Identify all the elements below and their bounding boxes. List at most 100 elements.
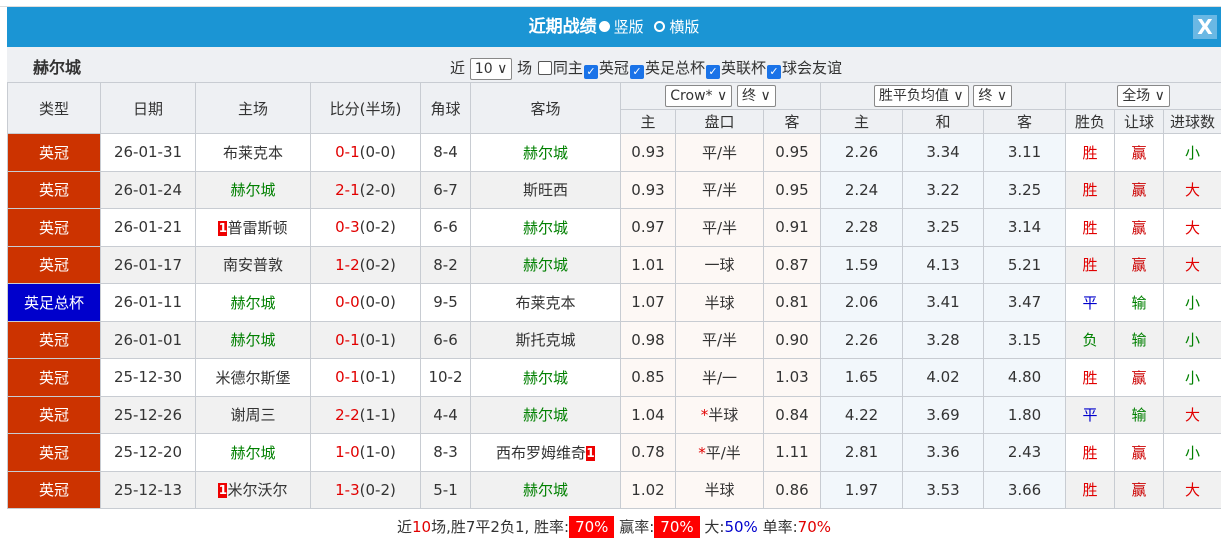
handicap: 平/半 <box>675 208 764 247</box>
away-team[interactable]: 赫尔城 <box>470 470 621 509</box>
away-team[interactable]: 布莱克本 <box>470 283 621 322</box>
match-table: 类型 日期 主场 比分(半场) 角球 客场 Crow* ∨ 终 ∨ 胜平负均值 … <box>7 82 1221 509</box>
away-team[interactable]: 赫尔城 <box>470 395 621 434</box>
away-team[interactable]: 斯旺西 <box>470 170 621 209</box>
euro-away-odds: 4.80 <box>983 358 1067 397</box>
table-row[interactable]: 英足总杯 26-01-11 赫尔城 0-0(0-0) 9-5 布莱克本 1.07… <box>7 283 1221 322</box>
subheader: 进球数 <box>1163 109 1221 134</box>
result: 胜 <box>1065 170 1116 209</box>
match-date: 26-01-11 <box>100 283 196 322</box>
away-team[interactable]: 赫尔城 <box>470 245 621 284</box>
home-team[interactable]: 赫尔城 <box>195 433 311 472</box>
score[interactable]: 2-1(2-0) <box>310 170 421 209</box>
filter-prefix: 近 <box>450 59 466 77</box>
score[interactable]: 0-3(0-2) <box>310 208 421 247</box>
asian-time-select[interactable]: 终 ∨ <box>737 85 776 107</box>
asian-away-odds: 0.86 <box>762 470 822 509</box>
table-row[interactable]: 英冠 26-01-17 南安普敦 1-2(0-2) 8-2 赫尔城 1.01 一… <box>7 245 1221 284</box>
table-row[interactable]: 英冠 25-12-13 1米尔沃尔 1-3(0-2) 5-1 赫尔城 1.02 … <box>7 470 1221 509</box>
close-button[interactable]: X <box>1193 15 1217 39</box>
league-checkbox[interactable]: ✓ <box>705 65 720 79</box>
away-team[interactable]: 赫尔城 <box>470 133 621 172</box>
corners: 10-2 <box>420 358 471 397</box>
score[interactable]: 0-1(0-1) <box>310 358 421 397</box>
col-away: 客场 <box>470 82 621 134</box>
home-team[interactable]: 南安普敦 <box>195 245 311 284</box>
score[interactable]: 0-1(0-0) <box>310 133 421 172</box>
match-type: 英冠 <box>7 133 101 172</box>
score[interactable]: 0-0(0-0) <box>310 283 421 322</box>
score[interactable]: 1-2(0-2) <box>310 245 421 284</box>
asian-home-odds: 1.07 <box>620 283 676 322</box>
handicap-result: 赢 <box>1114 358 1165 397</box>
home-team[interactable]: 1普雷斯顿 <box>195 208 311 247</box>
table-row[interactable]: 英冠 26-01-21 1普雷斯顿 0-3(0-2) 6-6 赫尔城 0.97 … <box>7 208 1221 247</box>
filter-suffix: 场 <box>517 59 533 77</box>
euro-draw-odds: 4.13 <box>902 245 985 284</box>
asian-home-odds: 0.98 <box>620 320 676 359</box>
match-date: 25-12-30 <box>100 358 196 397</box>
away-team[interactable]: 斯托克城 <box>470 320 621 359</box>
handicap: 平/半 <box>675 133 764 172</box>
red-card-badge: 1 <box>586 445 595 461</box>
score[interactable]: 1-3(0-2) <box>310 470 421 509</box>
euro-select[interactable]: 胜平负均值 ∨ <box>873 85 969 107</box>
home-team[interactable]: 谢周三 <box>195 395 311 434</box>
subheader: 盘口 <box>675 109 764 134</box>
league-label: 英足总杯 <box>644 59 705 77</box>
euro-time-select[interactable]: 终 ∨ <box>973 85 1013 107</box>
same-host-checkbox[interactable] <box>537 61 552 75</box>
away-team[interactable]: 西布罗姆维奇1 <box>470 433 621 472</box>
radio-vertical[interactable] <box>598 21 610 32</box>
euro-home-odds: 1.97 <box>820 470 904 509</box>
table-row[interactable]: 英冠 26-01-31 布莱克本 0-1(0-0) 8-4 赫尔城 0.93 平… <box>7 133 1221 172</box>
corners: 8-4 <box>420 133 471 172</box>
asian-home-odds: 0.93 <box>620 133 676 172</box>
league-label: 英冠 <box>598 59 629 77</box>
score[interactable]: 1-0(1-0) <box>310 433 421 472</box>
radio-horizontal[interactable] <box>654 21 666 32</box>
win-rate: 70% <box>569 516 615 538</box>
euro-draw-odds: 3.36 <box>902 433 985 472</box>
match-count-select[interactable]: 10 ∨ <box>469 57 513 80</box>
match-date: 26-01-31 <box>100 133 196 172</box>
home-team[interactable]: 布莱克本 <box>195 133 311 172</box>
table-row[interactable]: 英冠 25-12-26 谢周三 2-2(1-1) 4-4 赫尔城 1.04 *半… <box>7 395 1221 434</box>
away-team[interactable]: 赫尔城 <box>470 358 621 397</box>
red-card-badge: 1 <box>218 220 228 236</box>
match-type: 英冠 <box>7 433 101 472</box>
team-name: 赫尔城 <box>33 58 82 77</box>
home-team[interactable]: 赫尔城 <box>195 283 311 322</box>
home-team[interactable]: 米德尔斯堡 <box>195 358 311 397</box>
match-type: 英冠 <box>7 208 101 247</box>
scope-select[interactable]: 全场 ∨ <box>1117 85 1170 107</box>
company-select[interactable]: Crow* ∨ <box>665 85 733 107</box>
col-date: 日期 <box>100 82 196 134</box>
league-label: 球会友谊 <box>781 59 842 77</box>
goals-result: 小 <box>1163 133 1221 172</box>
league-checkbox[interactable]: ✓ <box>629 65 644 79</box>
home-team[interactable]: 赫尔城 <box>195 170 311 209</box>
league-checkbox[interactable]: ✓ <box>766 65 781 79</box>
table-row[interactable]: 英冠 26-01-01 赫尔城 0-1(0-1) 6-6 斯托克城 0.98 平… <box>7 320 1221 359</box>
score[interactable]: 2-2(1-1) <box>310 395 421 434</box>
away-team[interactable]: 赫尔城 <box>470 208 621 247</box>
over-rate: 50% <box>724 518 758 536</box>
top-edge <box>0 0 1221 7</box>
league-checkbox[interactable]: ✓ <box>583 65 598 79</box>
asian-home-odds: 0.93 <box>620 170 676 209</box>
table-row[interactable]: 英冠 25-12-20 赫尔城 1-0(1-0) 8-3 西布罗姆维奇1 0.7… <box>7 433 1221 472</box>
goals-result: 小 <box>1163 433 1221 472</box>
panel-title: 近期战绩 <box>528 17 597 37</box>
table-row[interactable]: 英冠 25-12-30 米德尔斯堡 0-1(0-1) 10-2 赫尔城 0.85… <box>7 358 1221 397</box>
table-row[interactable]: 英冠 26-01-24 赫尔城 2-1(2-0) 6-7 斯旺西 0.93 平/… <box>7 170 1221 209</box>
home-team[interactable]: 1米尔沃尔 <box>195 470 311 509</box>
match-date: 26-01-21 <box>100 208 196 247</box>
home-team[interactable]: 赫尔城 <box>195 320 311 359</box>
score[interactable]: 0-1(0-1) <box>310 320 421 359</box>
asian-away-odds: 0.95 <box>762 133 822 172</box>
corners: 4-4 <box>420 395 471 434</box>
asian-odds-header: Crow* ∨ 终 ∨ <box>619 82 822 110</box>
asian-away-odds: 0.87 <box>762 245 822 284</box>
filter-bar: 赫尔城 近 10 ∨ 场 同主 ✓ 英冠 ✓ 英足总杯 ✓ 英联杯 ✓ 球会友谊 <box>7 47 1221 82</box>
